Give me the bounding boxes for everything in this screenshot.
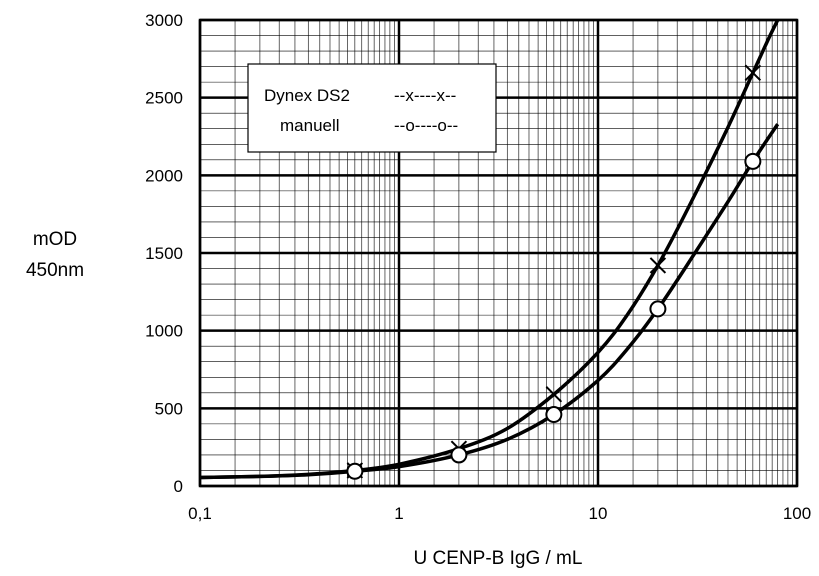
x-tick-label: 100 bbox=[783, 504, 811, 523]
legend-entry-name-2: manuell bbox=[280, 116, 340, 135]
marker-x-stroke bbox=[649, 257, 667, 274]
marker-x-stroke bbox=[545, 386, 563, 403]
data-point-dynex-ds2 bbox=[545, 386, 563, 403]
y-tick-label: 1500 bbox=[145, 244, 183, 263]
data-point-manuell bbox=[545, 406, 563, 424]
x-tick-label: 10 bbox=[589, 504, 608, 523]
data-point-dynex-ds2 bbox=[649, 257, 667, 274]
legend-entry-marker-1: --x----x-- bbox=[394, 86, 456, 105]
legend: Dynex DS2 --x----x-- manuell --o----o-- bbox=[247, 63, 497, 153]
data-point-manuell bbox=[450, 446, 468, 464]
marker-x-stroke bbox=[744, 64, 762, 82]
x-axis-title: U CENP-B IgG / mL bbox=[414, 548, 583, 569]
y-tick-label: 2500 bbox=[145, 89, 183, 108]
y-tick-label: 2000 bbox=[145, 166, 183, 185]
legend-box bbox=[247, 63, 497, 153]
data-point-manuell bbox=[346, 462, 364, 480]
y-axis-title-line-2: 450nm bbox=[26, 260, 84, 281]
x-tick-label: 1 bbox=[394, 504, 403, 523]
data-point-manuell bbox=[649, 300, 667, 318]
y-tick-label: 500 bbox=[155, 399, 183, 418]
plot-frame bbox=[198, 18, 799, 488]
y-tick-label: 1000 bbox=[145, 322, 183, 341]
x-tick-label: 0,1 bbox=[188, 504, 212, 523]
y-axis-title-line-1: mOD bbox=[33, 229, 77, 250]
data-point-dynex-ds2 bbox=[744, 64, 762, 82]
series-line-manuell bbox=[199, 123, 780, 480]
series-layer bbox=[199, 19, 780, 480]
data-point-manuell bbox=[744, 152, 762, 170]
legend-entry-name-1: Dynex DS2 bbox=[264, 86, 350, 105]
legend-entry-marker-2: --o----o-- bbox=[394, 116, 458, 135]
y-tick-label: 3000 bbox=[145, 11, 183, 30]
y-tick-label: 0 bbox=[174, 477, 183, 496]
